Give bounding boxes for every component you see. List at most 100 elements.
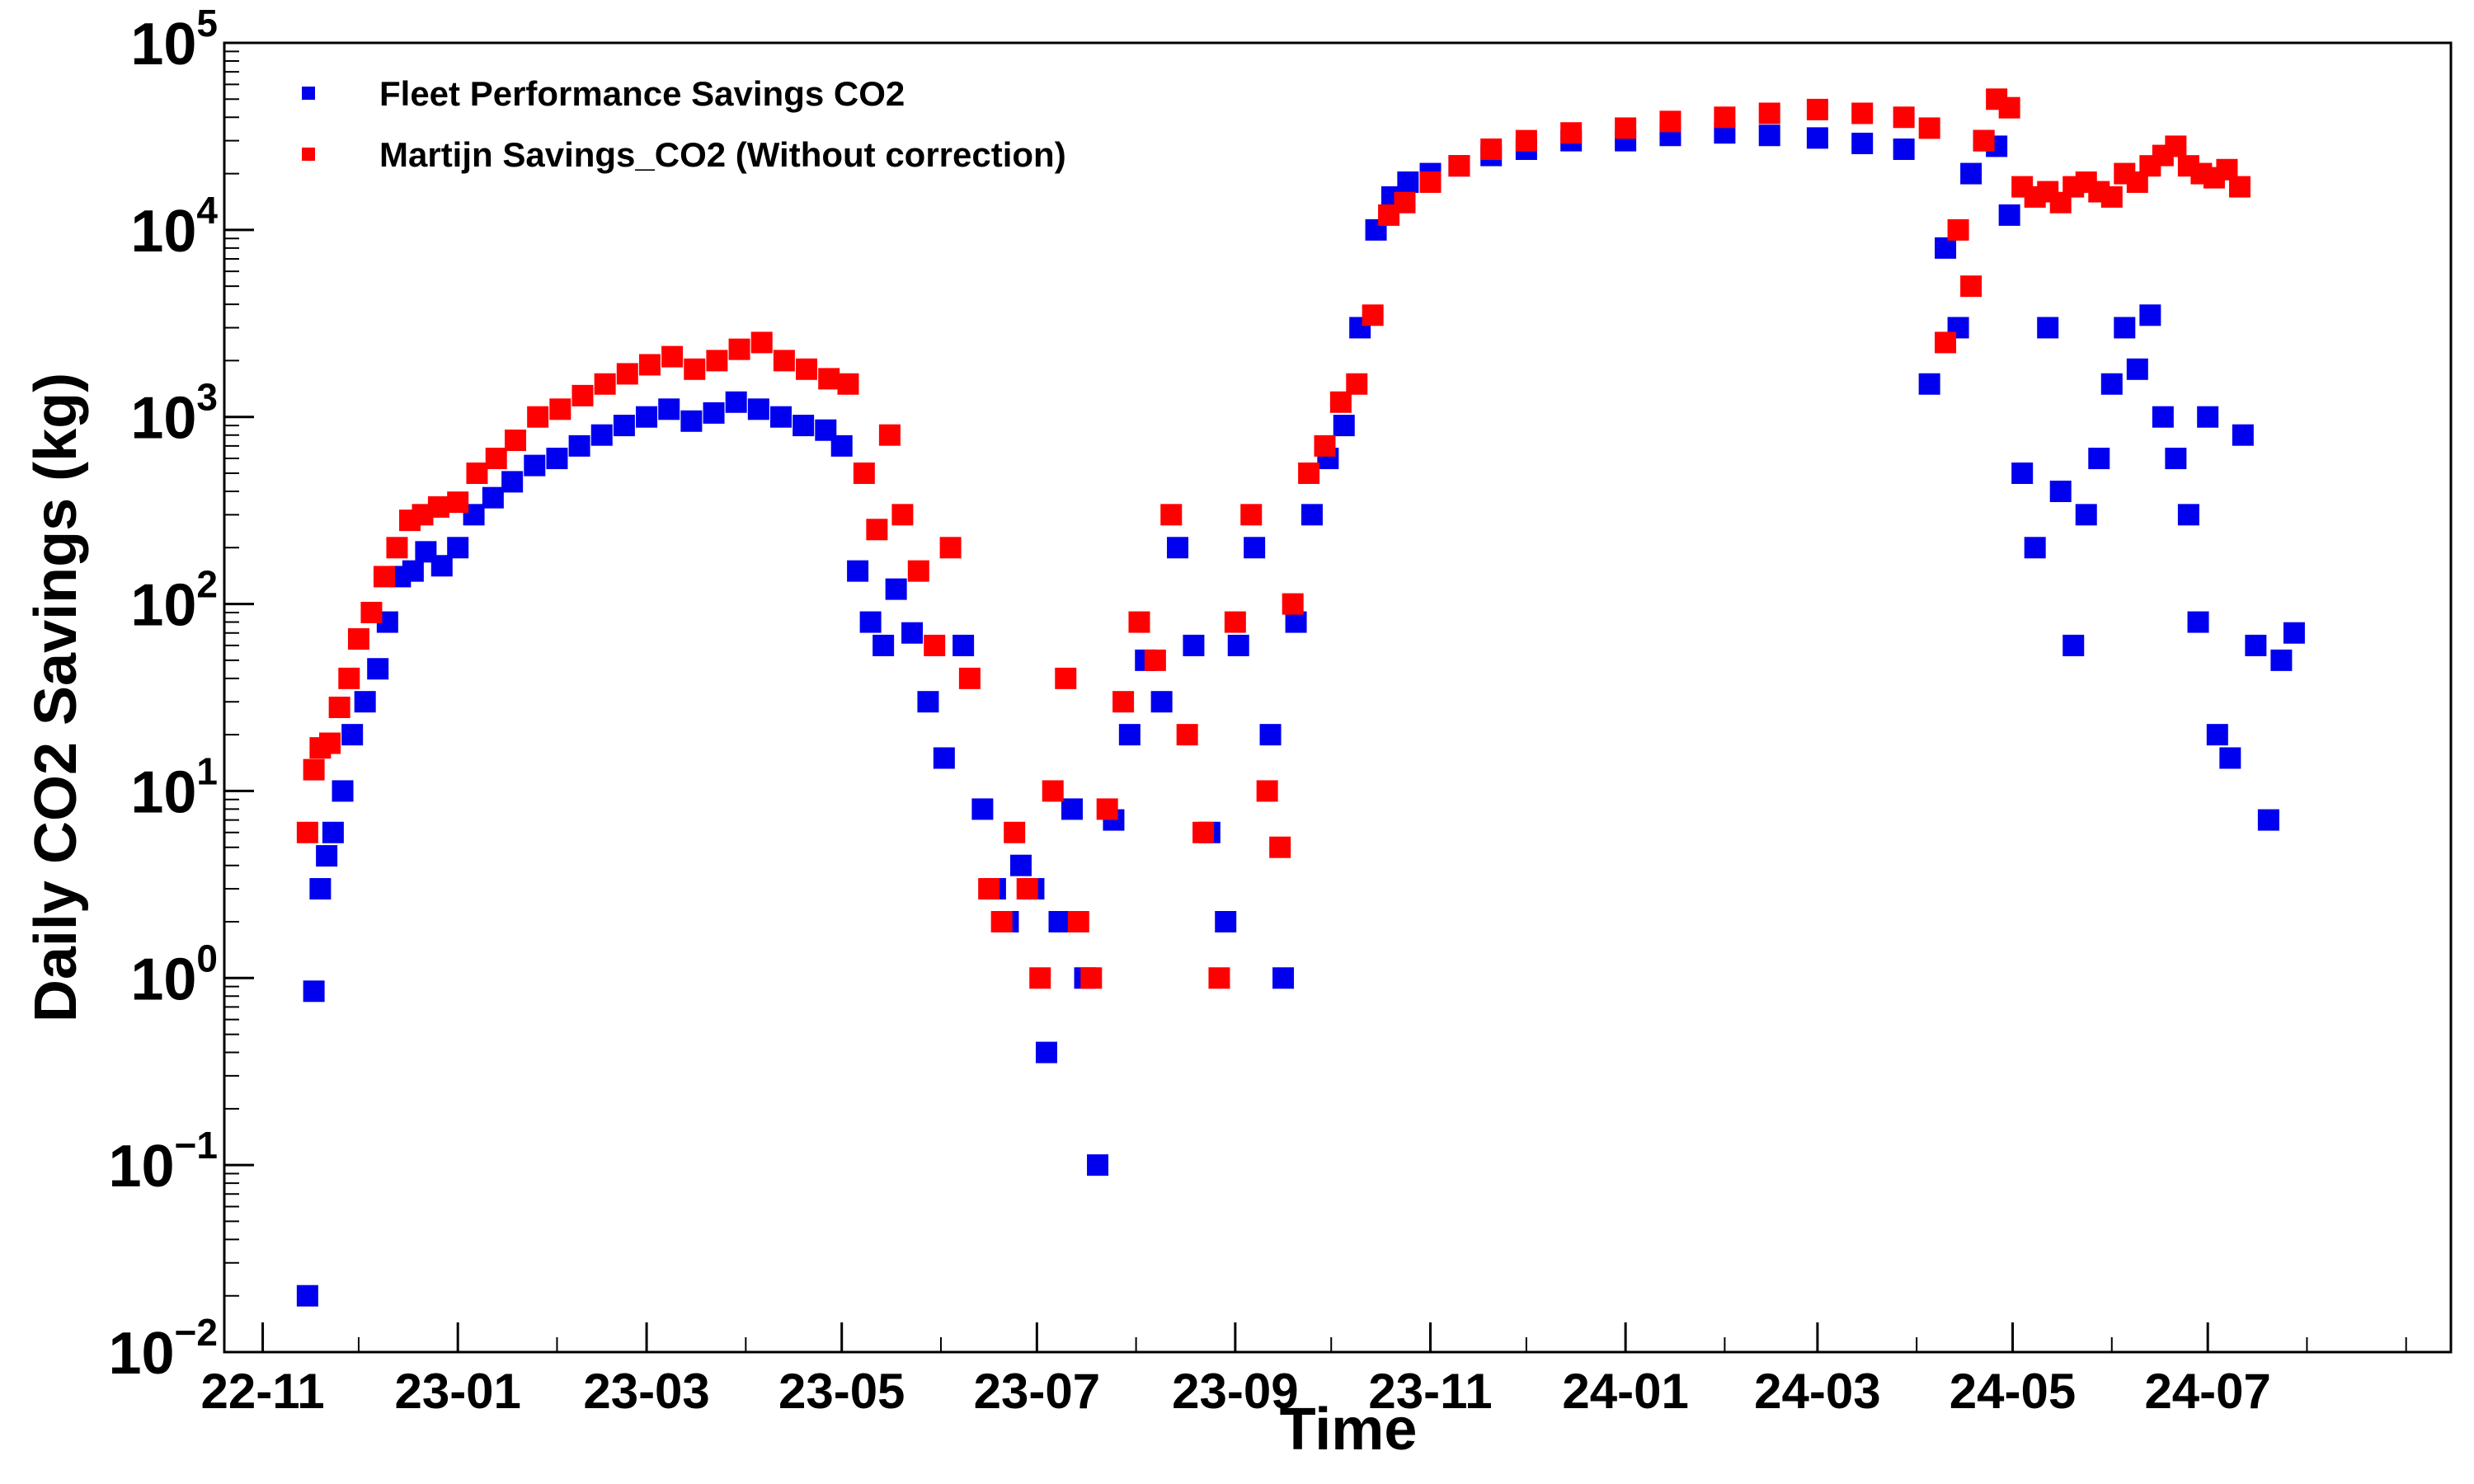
data-point	[933, 747, 955, 769]
data-point	[747, 398, 769, 420]
data-point	[2114, 317, 2136, 339]
data-point	[316, 845, 338, 867]
data-point	[1397, 171, 1419, 193]
data-point	[2126, 358, 2148, 380]
data-point	[1998, 96, 2020, 119]
data-point	[354, 691, 376, 713]
data-point	[872, 634, 895, 656]
data-point	[770, 406, 792, 428]
y-axis-label: Daily CO2 Savings (kg)	[23, 373, 89, 1022]
data-point	[1282, 593, 1304, 615]
data-point	[2270, 649, 2293, 671]
data-point	[728, 338, 750, 360]
data-point	[2100, 373, 2123, 395]
data-point	[505, 430, 527, 452]
data-point	[303, 980, 325, 1003]
y-tick-exponent: 0	[196, 937, 218, 979]
data-point	[885, 578, 907, 600]
data-point	[527, 406, 549, 428]
data-point	[1714, 106, 1736, 129]
y-tick-label: 101	[130, 749, 218, 825]
data-point	[1973, 129, 1995, 152]
data-point	[661, 345, 684, 368]
data-point	[2206, 724, 2228, 746]
data-point	[1333, 415, 1355, 437]
data-point	[924, 634, 946, 656]
y-tick-base: 10	[108, 1321, 174, 1387]
data-point	[1560, 122, 1583, 144]
data-point	[1208, 967, 1230, 989]
data-point	[1947, 218, 1969, 241]
data-point	[1035, 1041, 1057, 1064]
data-point	[1192, 821, 1215, 843]
data-point	[1314, 434, 1336, 457]
x-tick-label: 22-11	[200, 1364, 324, 1419]
data-point	[818, 368, 840, 390]
data-point	[1893, 138, 1915, 160]
data-point	[1080, 967, 1103, 989]
data-point	[501, 471, 524, 493]
data-point	[1346, 373, 1368, 395]
data-point	[549, 398, 571, 420]
data-point	[613, 415, 635, 437]
data-point	[546, 448, 568, 470]
data-point	[309, 878, 332, 900]
plot-frame	[223, 41, 2453, 1354]
data-point	[2075, 504, 2097, 526]
data-point	[1419, 171, 1442, 193]
y-tick-exponent: −1	[175, 1124, 218, 1167]
y-tick-label: 10−1	[108, 1124, 218, 1200]
data-point	[1893, 106, 1915, 129]
data-point	[1244, 537, 1266, 559]
data-point	[1960, 275, 1982, 298]
x-tick-label: 24-05	[1950, 1364, 2076, 1419]
data-point	[952, 634, 975, 656]
data-point	[2139, 304, 2161, 326]
data-point	[1029, 967, 1051, 989]
y-tick-exponent: 1	[196, 749, 218, 792]
data-point	[847, 560, 869, 582]
data-point	[878, 424, 901, 446]
data-point	[319, 732, 341, 754]
data-point	[1851, 102, 1874, 124]
data-point	[1112, 691, 1135, 713]
data-point	[859, 611, 882, 633]
x-axis-ticks: 22-11 23-01 23-03 23-05 23-07 23-09 23-11 24-01…	[200, 1322, 2407, 1419]
y-tick-label: 105	[130, 2, 218, 77]
x-tick-label: 23-07	[974, 1364, 1100, 1419]
data-point	[367, 658, 389, 680]
data-point	[1144, 649, 1166, 671]
data-point	[2197, 406, 2219, 428]
data-point	[466, 463, 488, 485]
data-point	[1160, 504, 1183, 526]
data-point	[485, 448, 507, 470]
data-point	[1183, 634, 1205, 656]
y-tick-exponent: −2	[175, 1311, 218, 1354]
data-point	[482, 486, 504, 509]
data-point	[2088, 448, 2110, 470]
y-tick-label: 102	[130, 563, 218, 639]
data-point	[2177, 504, 2199, 526]
legend-label-martijn: Martijn Savings_CO2 (Without correction)	[379, 135, 1066, 174]
data-point	[1240, 504, 1263, 526]
data-point	[901, 622, 924, 644]
data-point	[703, 402, 725, 424]
data-point	[1329, 391, 1352, 413]
legend-label-fleet: Fleet Performance Savings CO2	[379, 74, 905, 113]
data-point	[2165, 135, 2187, 157]
data-point	[616, 363, 638, 385]
data-point	[2024, 537, 2046, 559]
data-point	[2232, 424, 2254, 446]
data-point	[1806, 98, 1828, 120]
data-point	[1055, 667, 1077, 689]
data-point	[1256, 780, 1278, 802]
data-point	[332, 780, 354, 802]
data-point	[427, 495, 449, 518]
data-point	[2165, 448, 2187, 470]
y-tick-exponent: 4	[196, 189, 218, 232]
y-tick-base: 10	[130, 12, 196, 77]
data-point	[750, 331, 773, 354]
y-tick-label: 103	[130, 376, 218, 452]
data-point	[1087, 1154, 1109, 1176]
